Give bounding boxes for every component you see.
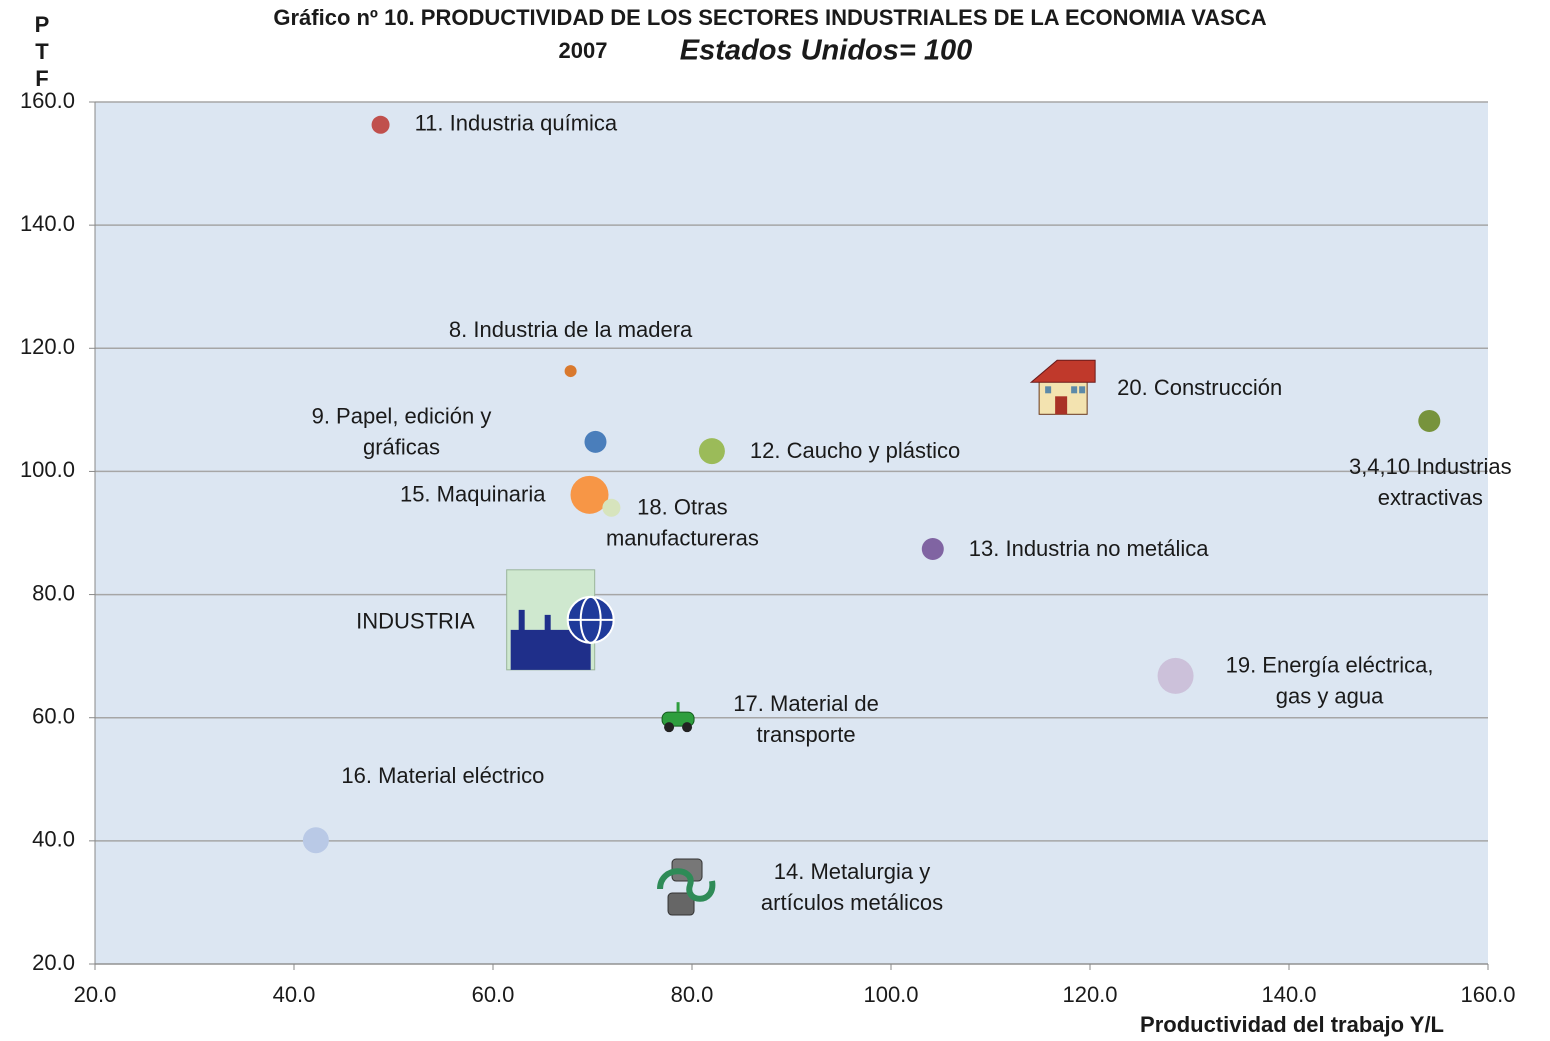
x-tick-label: 140.0 xyxy=(1261,982,1316,1007)
bubble xyxy=(1158,658,1194,694)
y-tick-label: 100.0 xyxy=(20,457,75,482)
x-axis-label: Productividad del trabajo Y/L xyxy=(1140,1012,1444,1037)
y-tick-label: 120.0 xyxy=(20,334,75,359)
x-tick-label: 100.0 xyxy=(863,982,918,1007)
bubble xyxy=(303,827,329,853)
y-tick-label: 20.0 xyxy=(32,950,75,975)
y-axis-label: PTF xyxy=(30,12,55,93)
point-label: 13. Industria no metálica xyxy=(969,536,1209,561)
icon-part xyxy=(1055,396,1067,414)
point-label: gráficas xyxy=(363,435,440,460)
bubble xyxy=(699,438,725,464)
point-label: 20. Construcción xyxy=(1117,375,1282,400)
chart-title: Gráfico nº 10. PRODUCTIVIDAD DE LOS SECT… xyxy=(273,5,1266,30)
x-tick-label: 60.0 xyxy=(472,982,515,1007)
bubble xyxy=(584,431,606,453)
y-tick-label: 140.0 xyxy=(20,211,75,236)
point-label: artículos metálicos xyxy=(761,890,943,915)
point-label: 14. Metalurgia y xyxy=(774,859,931,884)
bubble xyxy=(372,116,390,134)
chart-year: 2007 xyxy=(559,38,608,63)
x-tick-label: 40.0 xyxy=(273,982,316,1007)
point-label: 19. Energía eléctrica, xyxy=(1226,653,1434,678)
chart-subtitle: Estados Unidos= 100 xyxy=(680,35,973,67)
point-label: INDUSTRIA xyxy=(356,609,475,634)
icon-part xyxy=(664,722,674,732)
point-label: 16. Material eléctrico xyxy=(341,763,544,788)
x-tick-label: 20.0 xyxy=(74,982,117,1007)
point-label: 9. Papel, edición y xyxy=(312,404,492,429)
y-tick-label: 60.0 xyxy=(32,704,75,729)
point-label: 8. Industria de la madera xyxy=(449,317,693,342)
point-label: transporte xyxy=(757,722,856,747)
point-label: 18. Otras xyxy=(637,495,727,520)
x-tick-label: 120.0 xyxy=(1062,982,1117,1007)
y-tick-label: 160.0 xyxy=(20,88,75,113)
icon-part xyxy=(1045,386,1051,393)
plot-area xyxy=(95,102,1488,964)
point-label: manufactureras xyxy=(606,526,759,551)
bubble xyxy=(1418,410,1440,432)
icon-part xyxy=(682,722,692,732)
chart: Gráfico nº 10. PRODUCTIVIDAD DE LOS SECT… xyxy=(0,0,1550,1041)
point-label: 3,4,10 Industrias xyxy=(1349,454,1512,479)
point-label: gas y agua xyxy=(1276,684,1384,709)
y-tick-label: 40.0 xyxy=(32,827,75,852)
x-tick-label: 80.0 xyxy=(671,982,714,1007)
x-tick-label: 160.0 xyxy=(1460,982,1515,1007)
point-label: 12. Caucho y plástico xyxy=(750,438,960,463)
point-label: 17. Material de xyxy=(733,691,879,716)
point-label: extractivas xyxy=(1378,485,1483,510)
icon-part xyxy=(1071,386,1077,393)
y-tick-label: 80.0 xyxy=(32,580,75,605)
icon-part xyxy=(1079,386,1085,393)
bubble xyxy=(922,538,944,560)
point-label: 15. Maquinaria xyxy=(400,482,546,507)
point-label: 11. Industria química xyxy=(415,111,618,136)
bubble xyxy=(565,365,577,377)
bubble xyxy=(602,499,620,517)
